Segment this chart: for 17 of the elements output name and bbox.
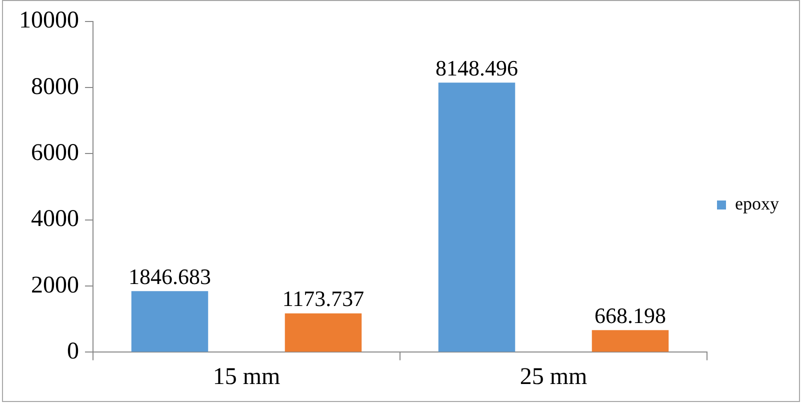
y-tick-label: 8000 — [31, 74, 79, 100]
data-label: 8148.496 — [436, 55, 518, 80]
bar — [131, 291, 208, 352]
x-tick-label: 15 mm — [212, 364, 280, 390]
y-tick-label: 4000 — [31, 206, 79, 232]
bar — [438, 82, 516, 352]
y-tick-label: 0 — [67, 338, 79, 364]
x-tick-label: 25 mm — [520, 364, 588, 390]
data-label: 668.198 — [594, 302, 666, 328]
bar — [284, 313, 362, 352]
bar — [592, 330, 669, 352]
data-label: 1846.683 — [128, 264, 211, 289]
legend-label: epoxy — [735, 194, 780, 214]
y-tick-label: 10000 — [19, 8, 79, 34]
y-tick-label: 6000 — [31, 140, 79, 166]
y-tick-label: 2000 — [31, 272, 79, 298]
data-label: 1173.737 — [282, 286, 364, 312]
